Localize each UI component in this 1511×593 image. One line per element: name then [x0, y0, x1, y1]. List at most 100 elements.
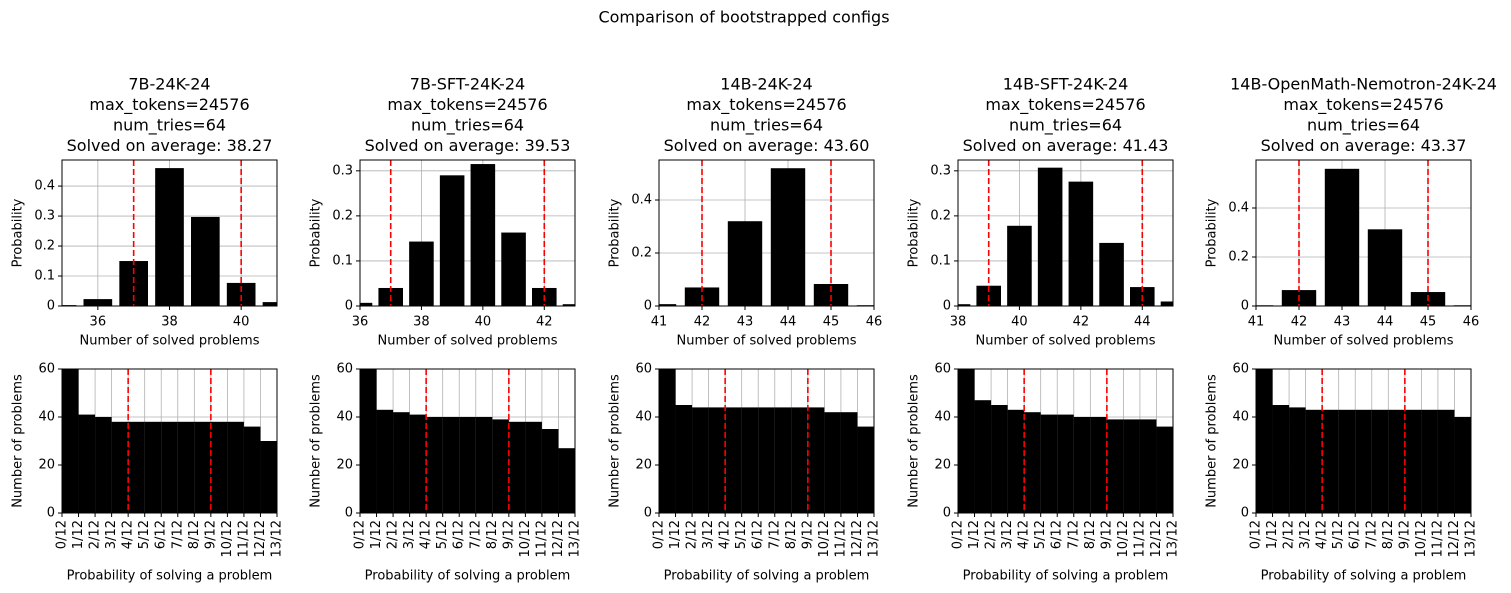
x-tick-label: 11/12 [833, 520, 848, 557]
x-tick-label: 40 [475, 315, 492, 330]
x-tick-label: 10/12 [220, 520, 235, 557]
bar [226, 282, 256, 306]
x-tick-label: 0/12 [652, 520, 667, 549]
axes: 7B-24K-24max_tokens=24576num_tries=64Sol… [11, 75, 278, 349]
x-axis-label: Probability of solving a problem [1261, 569, 1467, 584]
axes-title: Solved on average: 38.27 [67, 136, 273, 155]
y-axis-label: Probability [907, 198, 922, 267]
y-tick-label: 0.4 [1228, 201, 1249, 216]
axes: 14B-SFT-24K-24max_tokens=24576num_tries=… [907, 75, 1174, 349]
x-tick-label: 11/12 [534, 520, 549, 557]
y-tick-label: 0.3 [332, 163, 353, 178]
hist-bar [459, 417, 476, 513]
x-axis-label: Number of solved problems [1274, 334, 1454, 349]
hist-bar [1421, 409, 1438, 513]
y-tick-label: 0 [644, 506, 652, 521]
x-tick-label: 41 [651, 315, 668, 330]
hist-bar [1057, 414, 1074, 513]
x-tick-label: 5/12 [137, 520, 152, 549]
hist-bar [1289, 407, 1306, 513]
x-tick-label: 13/12 [568, 520, 583, 557]
x-tick-label: 6/12 [452, 520, 467, 549]
y-tick-label: 60 [38, 362, 55, 377]
x-tick-label: 11/12 [1132, 520, 1147, 557]
marks [1256, 369, 1471, 513]
x-tick-label: 9/12 [1397, 520, 1412, 549]
x-tick-label: 38 [161, 315, 178, 330]
marks [659, 160, 874, 306]
axes-frame [957, 159, 1174, 307]
x-tick-label: 38 [413, 315, 430, 330]
hist-bar [974, 400, 992, 513]
hist-bar [958, 369, 975, 513]
axes-title: Solved on average: 39.53 [365, 136, 571, 155]
x-tick-label: 2/12 [1282, 520, 1297, 549]
y-axis-label: Probability [608, 198, 623, 267]
x-tick-label: 36 [352, 315, 369, 330]
x-tick-label: 2/12 [984, 520, 999, 549]
y-tick-label: 0.2 [1228, 250, 1249, 265]
axes-title: num_tries=64 [710, 116, 823, 136]
marks [958, 369, 1173, 513]
hist-bar [541, 429, 559, 513]
axes-title: max_tokens=24576 [985, 95, 1145, 115]
y-tick-label: 60 [934, 362, 951, 377]
bar [770, 168, 806, 306]
hist-bar [492, 419, 509, 513]
x-tick-label: 1/12 [1265, 520, 1280, 549]
hist-bar [426, 417, 443, 513]
y-tick-label: 0.1 [930, 253, 951, 268]
marks [958, 160, 1173, 306]
hist-bar [1073, 417, 1091, 513]
y-tick-label: 0.2 [631, 246, 652, 261]
x-tick-label: 10/12 [518, 520, 533, 557]
x-tick-label: 13/12 [270, 520, 285, 557]
x-tick-label: 3/12 [104, 520, 119, 549]
x-tick-label: 8/12 [784, 520, 799, 549]
axes-title: max_tokens=24576 [1283, 95, 1443, 115]
x-tick-label: 8/12 [1381, 520, 1396, 549]
marks [62, 369, 277, 513]
x-tick-label: 42 [694, 315, 711, 330]
hist-bar [1404, 409, 1422, 513]
x-tick-label: 10/12 [1414, 520, 1429, 557]
axes-title: 14B-24K-24 [720, 75, 812, 94]
hist-bar [857, 426, 874, 513]
x-tick-label: 10/12 [1116, 520, 1131, 557]
bar [562, 304, 575, 306]
hist-bar [1139, 419, 1157, 513]
x-tick-label: 44 [780, 315, 797, 330]
hist-bar [840, 412, 858, 513]
x-tick-label: 36 [90, 315, 107, 330]
x-tick-label: 7/12 [468, 520, 483, 549]
hist-bar [260, 441, 277, 513]
bar [501, 232, 526, 306]
bar [1007, 225, 1032, 306]
axes-title: max_tokens=24576 [89, 95, 249, 115]
x-tick-label: 40 [1011, 315, 1028, 330]
bar [1324, 168, 1360, 306]
x-tick-label: 46 [1463, 315, 1480, 330]
x-tick-label: 38 [950, 315, 967, 330]
axes-frame [359, 368, 576, 514]
x-tick-label: 4/12 [121, 520, 136, 549]
x-axis-label: Probability of solving a problem [365, 569, 571, 584]
axes-frame [1255, 159, 1472, 307]
axes: 0 20 40 60 0/12 1/12 2/12 3/12 4/12 5/12 6/12 7/12 8… [907, 362, 1181, 584]
axes: 0 20 40 60 0/12 1/12 2/12 3/12 4/12 5/12 6/12 7/12 8… [309, 362, 583, 584]
bar [360, 302, 373, 306]
x-tick-label: 10/12 [817, 520, 832, 557]
hist-bar [243, 426, 261, 513]
x-tick-label: 44 [1377, 315, 1394, 330]
x-axis-label: Probability of solving a problem [67, 569, 273, 584]
bar [958, 304, 971, 306]
x-tick-label: 3/12 [402, 520, 417, 549]
x-tick-label: 12/12 [850, 520, 865, 557]
y-tick-label: 0.2 [332, 208, 353, 223]
x-tick-label: 12/12 [1447, 520, 1462, 557]
hist-bar [675, 405, 693, 513]
hist-bar [177, 421, 195, 513]
x-tick-label: 3/12 [1298, 520, 1313, 549]
y-tick-label: 0.2 [34, 239, 55, 254]
